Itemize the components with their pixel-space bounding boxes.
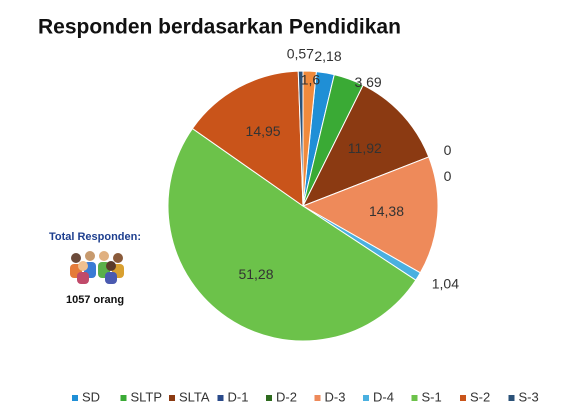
chart-title: Responden berdasarkan Pendidikan xyxy=(38,16,401,39)
legend-swatch xyxy=(217,395,224,401)
legend-label: D-4 xyxy=(373,389,394,404)
legend-label: SLTP xyxy=(131,389,163,404)
people-icon xyxy=(70,251,124,284)
pie-slice xyxy=(301,156,439,274)
pie-slice xyxy=(302,70,317,207)
data-label: 3,69 xyxy=(354,74,381,90)
pie-slice xyxy=(301,84,430,207)
pie-slice xyxy=(167,127,417,342)
data-label: 14,95 xyxy=(246,123,281,139)
legend-label: D-1 xyxy=(228,389,249,404)
legend-swatch xyxy=(120,395,127,401)
data-label: 1,04 xyxy=(432,276,459,292)
pie-slice xyxy=(191,70,304,207)
legend-label: S-3 xyxy=(519,389,539,404)
legend-label: D-2 xyxy=(276,389,297,404)
data-label: 0,57 xyxy=(287,46,314,62)
legend-label: S-2 xyxy=(470,389,490,404)
data-label: 0 xyxy=(444,142,452,158)
data-label: 2,18 xyxy=(314,48,341,64)
data-label: 51,28 xyxy=(238,266,273,282)
data-label: 0 xyxy=(444,168,452,184)
legend-label: S-1 xyxy=(422,389,442,404)
legend-label: SD xyxy=(82,389,100,404)
legend-label: SLTA xyxy=(179,389,210,404)
data-label: 14,38 xyxy=(369,203,404,219)
legend-swatch xyxy=(72,395,78,401)
data-label: 1,6 xyxy=(301,72,321,88)
legend-swatch xyxy=(314,395,321,401)
legend-swatch xyxy=(508,395,515,401)
legend-swatch xyxy=(266,395,272,401)
legend-swatch xyxy=(411,395,418,401)
total-value: 1057 orang xyxy=(66,294,124,306)
legend-swatch xyxy=(169,395,175,401)
data-label: 11,92 xyxy=(348,140,382,156)
legend-label: D-3 xyxy=(325,389,346,404)
legend-swatch xyxy=(460,395,466,401)
total-label: Total Responden: xyxy=(49,231,141,243)
legend-swatch xyxy=(363,395,369,401)
